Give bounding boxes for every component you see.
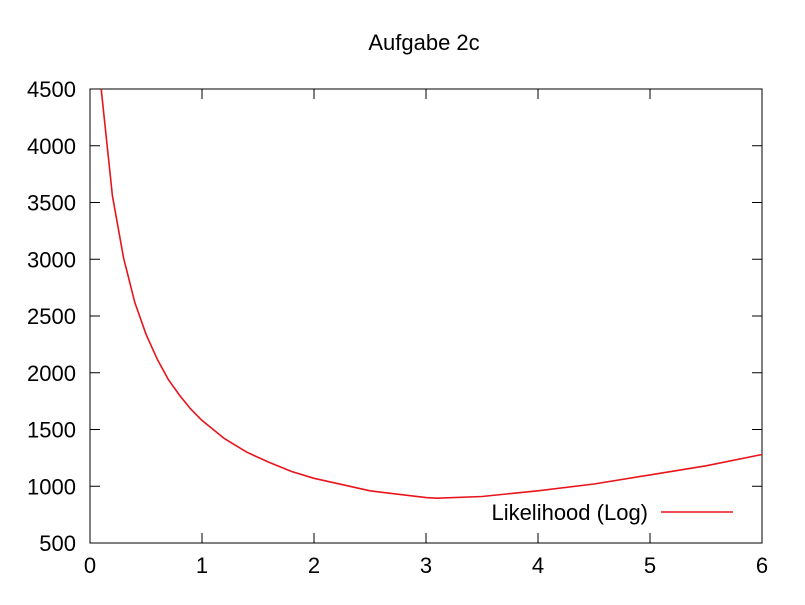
x-tick-label-2: 2 [308, 553, 320, 578]
y-tick-label-2: 1500 [27, 418, 76, 443]
series-line-likelihood-log [100, 88, 763, 500]
x-tick-label-1: 1 [196, 553, 208, 578]
x-tick-label-0: 0 [84, 553, 96, 578]
x-tick-label-6: 6 [756, 553, 768, 578]
y-tick-label-1: 1000 [27, 474, 76, 499]
y-tick-label-4: 2500 [27, 304, 76, 329]
y-tick-label-6: 3500 [27, 191, 76, 216]
series-layer [100, 88, 763, 500]
x-tick-label-3: 3 [420, 553, 432, 578]
plot-frame [89, 88, 763, 544]
chart-title: Aufgabe 2c [368, 30, 479, 55]
y-tick-label-3: 2000 [27, 361, 76, 386]
y-tick-label-0: 500 [39, 531, 76, 556]
y-tick-label-8: 4500 [27, 77, 76, 102]
y-tick-label-5: 3000 [27, 247, 76, 272]
y-tick-label-7: 4000 [27, 134, 76, 159]
tick-labels: 0 1 2 3 4 5 6 500 1000 1500 2000 2500 3000 3500 4000 45… [27, 77, 768, 578]
legend: Likelihood (Log) [491, 500, 733, 525]
axis-ticks [89, 88, 763, 544]
x-tick-label-4: 4 [532, 553, 544, 578]
x-tick-label-5: 5 [644, 553, 656, 578]
legend-label: Likelihood (Log) [491, 500, 648, 525]
